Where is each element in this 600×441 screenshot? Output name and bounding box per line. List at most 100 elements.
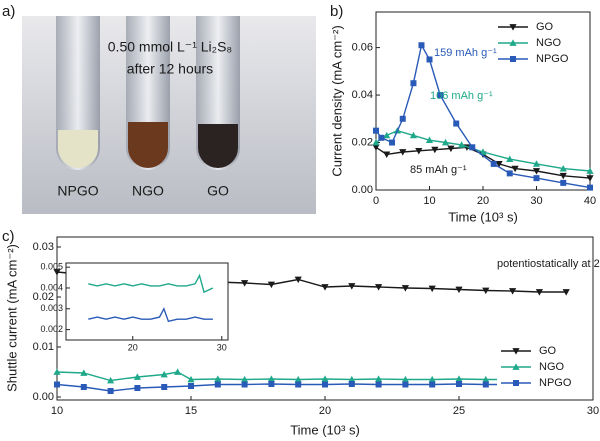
marker	[348, 283, 356, 290]
marker	[53, 368, 61, 375]
marker	[80, 369, 88, 376]
marker	[321, 284, 329, 291]
marker	[490, 160, 497, 167]
marker	[510, 56, 516, 62]
marker	[559, 165, 567, 172]
y-tick-label: 0.00	[352, 184, 373, 196]
x-tick-label: 30	[530, 195, 542, 207]
marker	[418, 42, 425, 49]
y-tick-label: 0.02	[352, 136, 373, 148]
marker	[562, 289, 570, 296]
marker	[134, 385, 141, 391]
series-line	[56, 383, 567, 392]
y-axis-label: Current density (mA cm⁻²)	[329, 25, 344, 176]
marker	[54, 381, 60, 388]
marker	[409, 131, 418, 139]
legend-box	[497, 340, 589, 396]
marker	[133, 373, 141, 380]
x-tick-label: 0	[373, 195, 379, 207]
marker	[415, 147, 423, 155]
y-tick-label: 0.004	[40, 282, 63, 292]
marker	[161, 384, 168, 390]
series-line	[88, 273, 214, 294]
marker	[511, 165, 519, 173]
marker	[294, 276, 302, 284]
marker	[383, 151, 391, 158]
legend-label: NGO	[539, 361, 565, 373]
marker	[447, 145, 455, 153]
y-tick-label: 0.06	[352, 42, 373, 54]
y-tick-label: 0.03	[33, 241, 54, 253]
marker	[214, 381, 221, 388]
marker	[532, 168, 541, 175]
x-tick-label: 10	[51, 405, 63, 417]
x-tick-label: 20	[128, 342, 138, 352]
marker	[431, 146, 439, 154]
marker	[429, 381, 436, 388]
marker	[441, 138, 450, 146]
x-tick-label: 40	[584, 195, 596, 207]
x-tick-label: 15	[185, 405, 197, 417]
marker	[428, 285, 436, 293]
vial-liquid	[128, 122, 168, 168]
legend-box	[494, 16, 586, 72]
marker	[425, 136, 434, 144]
marker	[401, 285, 409, 292]
panel-label: a)	[2, 3, 15, 20]
marker	[267, 375, 275, 382]
marker	[401, 375, 409, 383]
marker	[535, 289, 543, 296]
y-tick-label: 0.04	[352, 89, 373, 101]
marker	[348, 381, 355, 387]
series-line	[88, 307, 213, 323]
vial-liquid	[198, 124, 238, 168]
marker	[373, 127, 379, 134]
annotation: 106 mAh g⁻¹	[430, 90, 493, 102]
plot-frame	[65, 262, 229, 341]
marker	[294, 375, 302, 383]
marker	[455, 286, 463, 294]
marker	[509, 288, 517, 295]
x-axis-label: Time (10³ s)	[448, 209, 518, 224]
annotation: potentiostatically at 2.38 V	[497, 258, 600, 270]
marker	[295, 381, 302, 388]
marker	[53, 269, 61, 276]
panel-label: b)	[330, 3, 343, 20]
marker	[482, 287, 490, 295]
y-tick-label: 0.00	[33, 391, 54, 403]
marker	[399, 115, 406, 122]
marker	[402, 381, 409, 388]
caption: after 12 hours	[127, 61, 213, 77]
x-tick-label: 30	[217, 342, 227, 352]
y-tick-label: 0.01	[33, 341, 54, 353]
x-axis-label: Time (10³ s)	[290, 422, 360, 437]
vial-label: NGO	[132, 183, 164, 199]
legend-label: GO	[539, 345, 557, 357]
marker	[389, 139, 396, 146]
vial-label: NPGO	[57, 183, 98, 199]
marker	[455, 375, 463, 382]
marker	[560, 179, 567, 186]
marker	[375, 375, 383, 382]
marker	[241, 381, 248, 388]
marker	[532, 160, 541, 167]
y-axis-label: Shuttle current (mA cm⁻²)	[4, 244, 19, 392]
marker	[348, 375, 356, 383]
marker	[372, 138, 380, 146]
marker	[80, 384, 87, 390]
marker	[453, 120, 460, 127]
marker	[214, 375, 222, 382]
plot-area	[66, 263, 228, 340]
marker	[495, 161, 503, 168]
marker	[479, 148, 487, 155]
marker	[512, 363, 520, 370]
y-tick-label: 0.02	[33, 291, 54, 303]
legend-label: NPGO	[539, 377, 572, 389]
marker	[267, 281, 275, 289]
x-tick-label: 20	[319, 405, 331, 417]
marker	[241, 280, 249, 287]
marker	[107, 388, 114, 394]
x-tick-label: 20	[477, 195, 489, 207]
y-tick-label: 0.002	[40, 324, 63, 334]
